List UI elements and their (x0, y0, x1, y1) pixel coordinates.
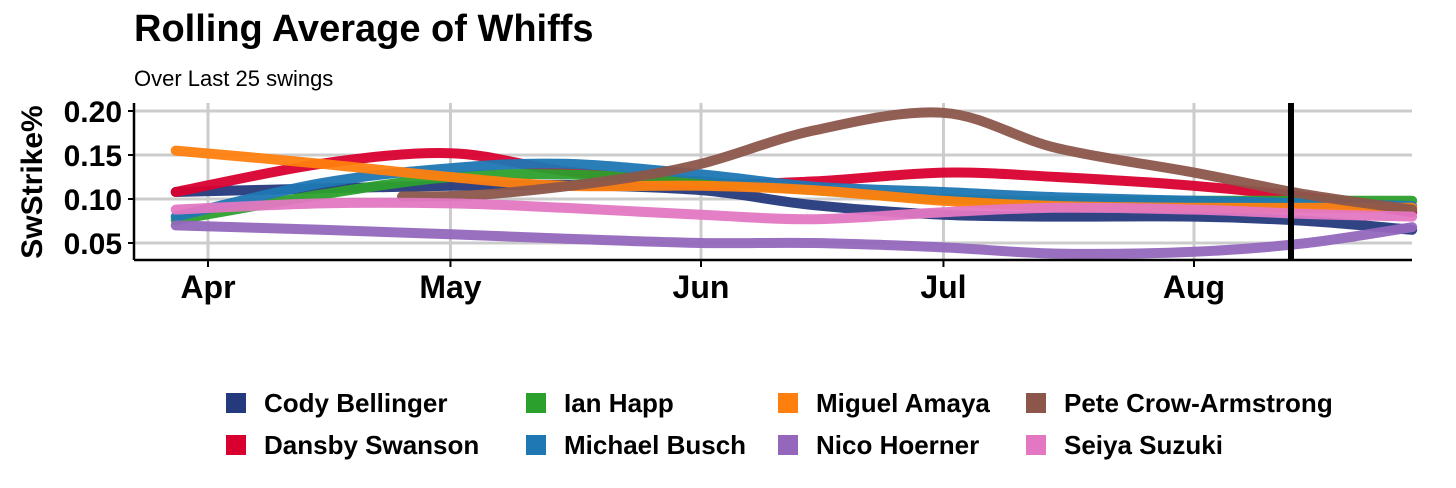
legend-swatch (526, 393, 546, 413)
legend-item: Ian Happ (526, 383, 674, 423)
legend-item: Pete Crow-Armstrong (1026, 383, 1333, 423)
legend-swatch (226, 435, 246, 455)
legend-label: Ian Happ (564, 387, 674, 418)
y-tick-label: 0.15 (64, 140, 122, 173)
legend-item: Nico Hoerner (778, 425, 979, 465)
y-tick-label: 0.10 (64, 184, 122, 217)
series-line-nico-hoerner (170, 220, 1418, 259)
series-lines (170, 107, 1418, 259)
x-tick-label: Apr (180, 269, 235, 305)
legend-label: Michael Busch (564, 429, 747, 460)
legend-label: Nico Hoerner (816, 429, 980, 460)
legend-swatch (778, 393, 798, 413)
x-tick-label: Jun (673, 269, 730, 305)
tick-labels: 0.05 0.10 0.15 0.20 Apr May Jun Jul Aug SwStrike% (16, 96, 1225, 305)
legend-swatch (1026, 393, 1046, 413)
legend-swatch (778, 435, 798, 455)
legend-label: Seiya Suzuki (1064, 429, 1223, 460)
legend-swatch (1026, 435, 1046, 455)
chart-subtitle: Over Last 25 swings (134, 66, 334, 91)
series-line-seiya-suzuki (170, 197, 1418, 225)
x-tick-label: Jul (920, 269, 966, 305)
axes (128, 103, 1412, 267)
legend-item: Dansby Swanson (226, 425, 479, 465)
x-tick-label: Aug (1163, 269, 1225, 305)
legend-label: Cody Bellinger (264, 387, 448, 418)
series-line-dansby-swanson (170, 148, 1418, 218)
legend-swatch (526, 435, 546, 455)
legend-label: Miguel Amaya (816, 387, 990, 418)
line-chart: 0.05 0.10 0.15 0.20 Apr May Jun Jul Aug SwStrike% (16, 96, 1418, 305)
legend-item: Michael Busch (526, 425, 746, 465)
series-line-pete-crow-armstrong (397, 107, 1418, 215)
legend-label: Dansby Swanson (264, 429, 480, 460)
legend-label: Pete Crow-Armstrong (1064, 387, 1333, 418)
y-tick-label: 0.20 (64, 96, 122, 129)
y-tick-label: 0.05 (64, 228, 122, 261)
x-tick-label: May (419, 269, 481, 305)
legend-swatch (226, 393, 246, 413)
legend-item: Cody Bellinger (226, 383, 447, 423)
legend-item: Seiya Suzuki (1026, 425, 1223, 465)
y-axis-title: SwStrike% (16, 105, 49, 258)
chart-title: Rolling Average of Whiffs (134, 8, 594, 50)
legend-item: Miguel Amaya (778, 383, 990, 423)
